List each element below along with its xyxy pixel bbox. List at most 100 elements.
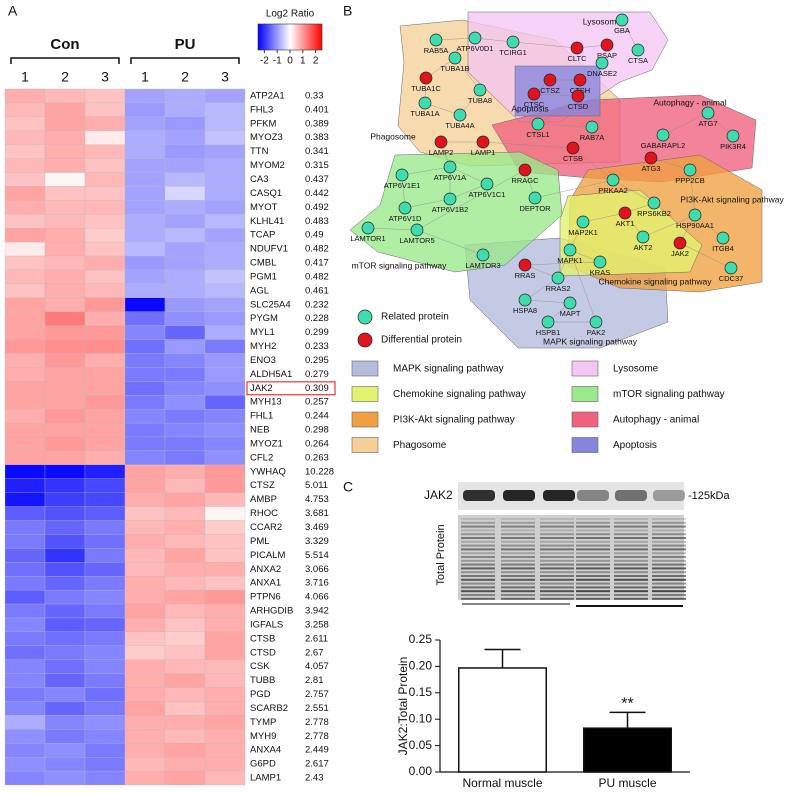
total-protein-band [614,518,648,520]
heat-cell [124,214,166,229]
heat-cell [204,687,246,702]
heat-cell [204,130,246,145]
heat-cell [44,395,86,410]
heat-cell [124,687,166,702]
total-protein-band [540,563,574,566]
total-protein-band [652,556,686,558]
heat-cell [164,269,206,285]
node-label: RRAS [515,271,536,280]
heat-cell [84,241,126,257]
heat-cell [44,200,86,215]
heat-cell [44,144,86,159]
x-tick-label: Normal muscle [462,776,542,790]
heat-cell [204,770,246,786]
total-protein-band [540,567,574,570]
panel-label: A [8,3,18,19]
heat-cell [164,130,206,145]
heat-cell [44,450,86,465]
protein-node [551,271,565,285]
gene-label: AMBP [250,494,277,505]
heat-cell [164,297,206,312]
total-protein-band [461,533,495,536]
gene-label: ALDH5A1 [250,369,292,380]
total-protein-band [576,529,610,532]
y-tick-label: 0.15 [409,685,433,699]
legend-text: Chemokine signaling pathway [393,389,526,400]
total-protein-band [501,575,535,577]
heat-cell [44,562,86,577]
total-protein-band [540,582,574,585]
ratio-label: 0.264 [305,438,329,449]
gene-label: NDUFV1 [250,244,288,255]
total-protein-band [501,521,535,524]
total-protein-band [614,582,648,585]
protein-node [701,106,715,120]
total-protein-band [461,559,495,562]
heat-cell [204,631,246,646]
total-protein-band [652,578,686,581]
node-label: CTSA [628,56,648,65]
heat-cell [164,562,206,577]
heat-cell [124,283,166,298]
total-protein-band [652,594,686,596]
total-protein-band [501,594,535,596]
heat-cell [4,478,46,493]
heat-cell [204,339,246,354]
heat-cell [4,116,46,131]
protein-node [570,41,584,55]
protein-node [644,151,658,165]
heat-cell [4,214,46,229]
heat-cell [84,520,126,535]
edge [689,169,696,216]
heat-cell [44,770,86,786]
heat-cell [84,562,126,577]
heat-cell [124,395,166,410]
total-protein-band [540,590,574,593]
heat-cell [124,673,166,688]
heat-cell [204,269,246,285]
heat-cell [84,144,126,159]
gene-label: FHL3 [250,104,273,115]
heat-cell [204,520,246,535]
total-protein-band [501,586,535,589]
heat-cell [164,381,206,396]
total-protein-band [652,521,686,524]
ratio-label: 2.611 [305,633,328,644]
protein-node [443,192,457,206]
heat-cell [44,241,86,257]
heat-cell [124,576,166,591]
heat-cell [84,603,126,619]
heat-cell [44,88,86,104]
node-label: PAK2 [587,328,606,337]
total-protein-band [576,586,610,589]
total-protein-band [614,594,648,596]
heat-cell [164,450,206,465]
ratio-label: 0.279 [305,369,329,380]
total-protein-band [461,552,495,555]
heat-cell [124,172,166,187]
colorbar-tick-label: 1 [300,56,306,67]
ratio-label: 0.315 [305,160,329,171]
heat-cell [44,255,86,271]
gene-label: PGD [250,689,271,700]
protein-node [716,231,730,245]
total-protein-band [576,575,610,577]
heat-cell [164,520,206,535]
node-label: HSP90AA1 [676,221,714,230]
heat-cell [124,562,166,577]
edge [679,242,732,269]
gene-label: KLHL41 [250,216,284,227]
total-protein-band [576,582,610,585]
edge [449,183,488,200]
heat-cell [164,631,206,646]
legend-swatch [571,386,599,402]
heat-cell [4,603,46,619]
region-label: PI3K-Akt signaling pathway [680,194,784,204]
protein-node [448,51,462,65]
total-protein-band [576,518,610,520]
protein-node [647,196,661,210]
heat-cell [44,269,86,285]
column-label: 1 [141,69,149,85]
gene-label: FHL1 [250,411,273,422]
blot-band [577,490,609,501]
